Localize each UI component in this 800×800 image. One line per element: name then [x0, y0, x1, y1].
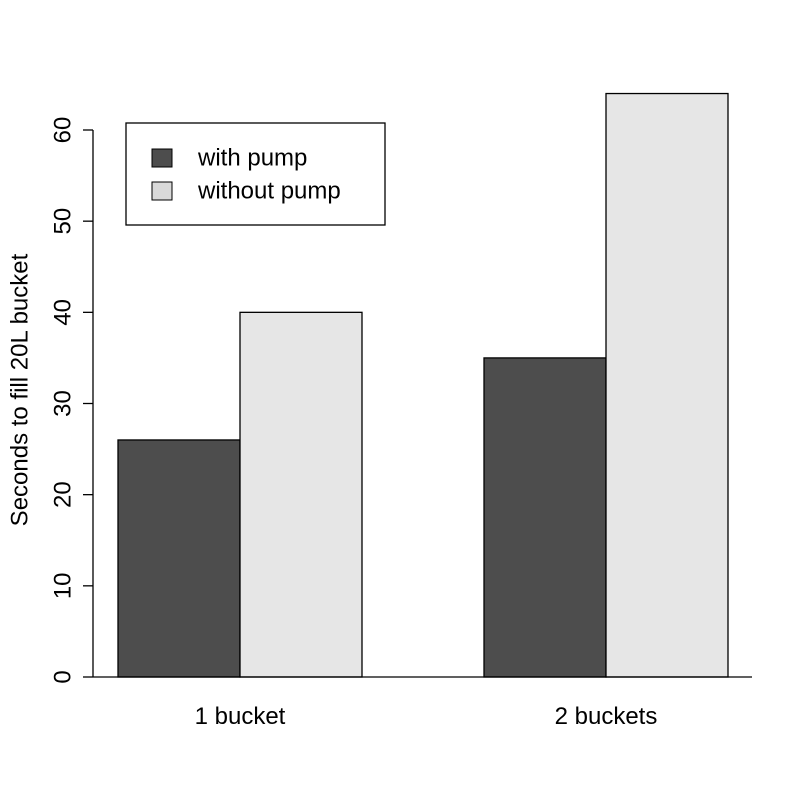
y-tick-label: 20 — [50, 481, 77, 508]
y-tick-label: 10 — [50, 572, 77, 599]
legend-label: without pump — [197, 178, 341, 205]
y-tick-label: 40 — [50, 299, 77, 326]
legend-box — [125, 122, 386, 226]
y-tick-label: 50 — [50, 208, 77, 235]
legend-swatch — [151, 148, 173, 168]
y-axis-label: Seconds to fill 20L bucket — [7, 253, 34, 526]
x-category-label: 1 bucket — [195, 703, 286, 730]
y-axis: 0 10 20 30 40 50 60 — [50, 117, 94, 684]
y-tick-label: 60 — [50, 117, 77, 144]
bar-without-pump-1 — [239, 311, 363, 678]
legend: with pump without pump — [125, 122, 386, 226]
y-tick-label: 0 — [50, 670, 77, 683]
bar-with-pump-2 — [483, 357, 607, 678]
x-category-label: 2 buckets — [555, 703, 658, 730]
legend-label: with pump — [197, 145, 307, 172]
x-axis-labels: 1 bucket 2 buckets — [195, 703, 658, 730]
legend-swatch — [151, 181, 173, 201]
bar-with-pump-1 — [117, 439, 241, 678]
y-tick-label: 30 — [50, 390, 77, 417]
bar-group — [117, 92, 729, 678]
bar-without-pump-2 — [605, 92, 729, 678]
